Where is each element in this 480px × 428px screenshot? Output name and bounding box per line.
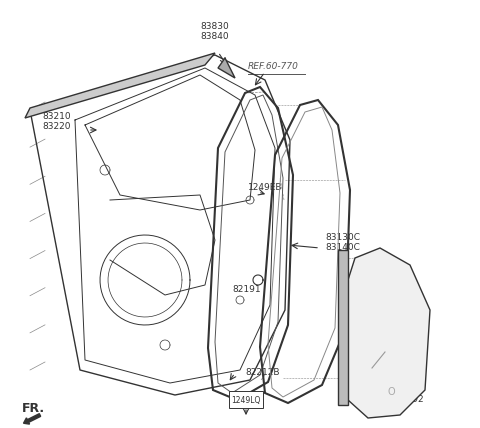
Text: 83120B: 83120B: [362, 308, 397, 317]
Polygon shape: [338, 250, 348, 405]
Text: 83110B: 83110B: [362, 298, 397, 307]
Text: 83391: 83391: [395, 385, 424, 394]
Text: O: O: [388, 387, 396, 397]
Text: 83140C: 83140C: [325, 243, 360, 252]
Text: 83830: 83830: [200, 22, 229, 31]
Polygon shape: [218, 58, 235, 78]
Text: 83220: 83220: [42, 122, 71, 131]
Text: 82212B: 82212B: [245, 368, 279, 377]
Text: 82191: 82191: [232, 285, 261, 294]
Text: REF.60-770: REF.60-770: [248, 62, 299, 71]
Text: 1249LQ: 1249LQ: [231, 395, 261, 404]
Text: 83392: 83392: [395, 395, 424, 404]
Text: FR.: FR.: [22, 402, 45, 415]
Text: 83231: 83231: [358, 355, 386, 364]
PathPatch shape: [345, 248, 430, 418]
Text: 83130C: 83130C: [325, 233, 360, 242]
Polygon shape: [25, 53, 215, 118]
FancyArrow shape: [24, 413, 41, 424]
Text: 83210: 83210: [42, 112, 71, 121]
FancyBboxPatch shape: [229, 391, 263, 408]
Text: 1249EB: 1249EB: [248, 183, 283, 192]
Text: 83241: 83241: [358, 365, 386, 374]
Text: 83840: 83840: [200, 32, 228, 41]
